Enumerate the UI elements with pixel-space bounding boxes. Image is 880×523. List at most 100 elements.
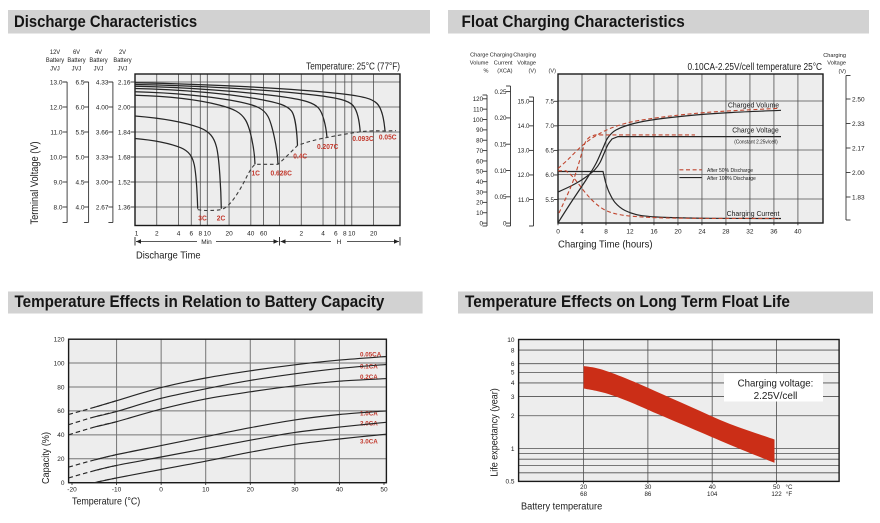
svg-text:%: %	[484, 68, 489, 74]
svg-text:4.33: 4.33	[96, 79, 109, 86]
svg-text:3.00: 3.00	[96, 179, 109, 186]
svg-text:4.00: 4.00	[96, 104, 109, 111]
svg-text:4: 4	[321, 231, 325, 238]
svg-text:8.0: 8.0	[54, 204, 63, 211]
svg-text:8: 8	[343, 231, 347, 238]
svg-text:Charging: Charging	[513, 52, 536, 58]
svg-text:Charge Voltage: Charge Voltage	[732, 126, 779, 134]
svg-text:Min: Min	[201, 239, 212, 246]
svg-text:5.0: 5.0	[76, 154, 85, 161]
svg-text:Capacity (%): Capacity (%)	[41, 432, 53, 484]
svg-text:Charging: Charging	[823, 53, 846, 59]
svg-text:120: 120	[473, 96, 484, 103]
svg-text:0.10CA-2.25V/cell temperature: 0.10CA-2.25V/cell temperature 25°C	[687, 61, 822, 72]
svg-text:4: 4	[580, 229, 584, 236]
svg-text:2.33: 2.33	[852, 121, 865, 128]
svg-text:20: 20	[57, 456, 65, 463]
svg-text:6.5: 6.5	[545, 148, 554, 155]
svg-text:8: 8	[604, 229, 608, 236]
svg-text:(V): (V)	[549, 68, 557, 74]
svg-text:40: 40	[709, 484, 716, 491]
svg-text:2: 2	[299, 231, 303, 238]
svg-text:104: 104	[707, 491, 718, 498]
svg-text:20: 20	[674, 229, 682, 236]
svg-text:3.66: 3.66	[96, 129, 109, 136]
svg-text:86: 86	[644, 491, 651, 498]
svg-text:0.4C: 0.4C	[293, 153, 307, 160]
svg-text:3C: 3C	[198, 215, 206, 222]
svg-text:1.36: 1.36	[118, 204, 131, 211]
svg-text:40: 40	[794, 229, 802, 236]
svg-text:(V): (V)	[529, 68, 537, 74]
svg-text:0: 0	[480, 220, 484, 227]
svg-text:0.207C: 0.207C	[317, 144, 338, 151]
svg-text:12.0: 12.0	[517, 172, 529, 179]
svg-text:3.33: 3.33	[96, 154, 109, 161]
svg-text:30: 30	[291, 487, 299, 494]
svg-text:40: 40	[247, 231, 255, 238]
svg-text:30: 30	[644, 484, 651, 491]
svg-text:10: 10	[202, 487, 210, 494]
svg-text:0.25: 0.25	[494, 89, 506, 96]
svg-text:6: 6	[189, 231, 193, 238]
svg-text:30: 30	[476, 189, 483, 196]
svg-text:Discharge Characteristics: Discharge Characteristics	[14, 13, 197, 31]
svg-text:(V): (V)	[839, 69, 847, 75]
svg-text:Life expectancy (year): Life expectancy (year)	[489, 388, 501, 476]
svg-text:20: 20	[370, 231, 378, 238]
svg-text:0.15: 0.15	[494, 141, 506, 148]
svg-text:12: 12	[626, 229, 634, 236]
svg-text:2C: 2C	[217, 215, 225, 222]
svg-text:JVJ: JVJ	[72, 66, 82, 72]
svg-text:11.0: 11.0	[50, 129, 62, 136]
svg-text:Battery: Battery	[67, 58, 85, 64]
svg-text:0.5: 0.5	[505, 479, 514, 486]
svg-text:°C: °C	[786, 484, 793, 491]
svg-text:16: 16	[650, 229, 658, 236]
svg-text:Temperature (°C): Temperature (°C)	[72, 496, 140, 508]
svg-text:0: 0	[503, 220, 507, 227]
svg-text:Voltage: Voltage	[827, 61, 846, 67]
svg-text:1.83: 1.83	[852, 194, 865, 201]
svg-text:Volume: Volume	[470, 60, 489, 66]
svg-text:50: 50	[380, 487, 388, 494]
svg-text:10.0: 10.0	[50, 154, 63, 161]
svg-text:50: 50	[476, 168, 483, 175]
svg-text:Temperature Effects on Long Te: Temperature Effects on Long Term Float L…	[465, 294, 790, 312]
svg-text:Discharge Time: Discharge Time	[136, 250, 201, 261]
svg-text:2.25V/cell: 2.25V/cell	[754, 391, 798, 402]
svg-text:4.5: 4.5	[76, 179, 85, 186]
svg-text:1.68: 1.68	[118, 154, 131, 161]
svg-text:36: 36	[770, 229, 778, 236]
svg-text:9.0: 9.0	[54, 179, 63, 186]
svg-text:Battery: Battery	[46, 58, 64, 64]
svg-text:68: 68	[580, 491, 587, 498]
svg-text:Temperature Effects in Relatio: Temperature Effects in Relation to Batte…	[15, 293, 385, 311]
svg-text:JVJ: JVJ	[94, 66, 104, 72]
svg-text:7.0: 7.0	[545, 123, 554, 130]
svg-text:Terminal Voltage (V): Terminal Voltage (V)	[29, 141, 41, 224]
svg-text:2: 2	[511, 413, 515, 420]
svg-text:0.05: 0.05	[494, 194, 506, 201]
svg-text:Charging: Charging	[490, 52, 513, 58]
svg-text:Charge: Charge	[470, 52, 488, 58]
svg-text:2.00: 2.00	[852, 170, 865, 177]
svg-text:40: 40	[336, 487, 344, 494]
svg-text:28: 28	[722, 229, 730, 236]
svg-text:6.5: 6.5	[76, 79, 85, 86]
svg-text:H: H	[337, 239, 342, 246]
svg-text:Temperature: 25°C (77°F): Temperature: 25°C (77°F)	[306, 61, 400, 72]
svg-text:12.0: 12.0	[50, 104, 63, 111]
svg-text:°F: °F	[786, 491, 792, 498]
svg-text:0.05C: 0.05C	[379, 134, 397, 141]
svg-text:Charging Time (hours): Charging Time (hours)	[558, 239, 652, 250]
svg-text:4.0: 4.0	[76, 204, 85, 211]
svg-text:80: 80	[476, 137, 483, 144]
svg-text:110: 110	[473, 106, 483, 113]
svg-text:13.0: 13.0	[517, 148, 529, 155]
svg-text:20: 20	[476, 200, 483, 207]
svg-text:Float Charging Characteristics: Float Charging Characteristics	[462, 14, 685, 32]
svg-text:2V: 2V	[119, 50, 126, 56]
svg-text:3: 3	[511, 394, 515, 401]
svg-text:3.0CA: 3.0CA	[360, 438, 378, 445]
